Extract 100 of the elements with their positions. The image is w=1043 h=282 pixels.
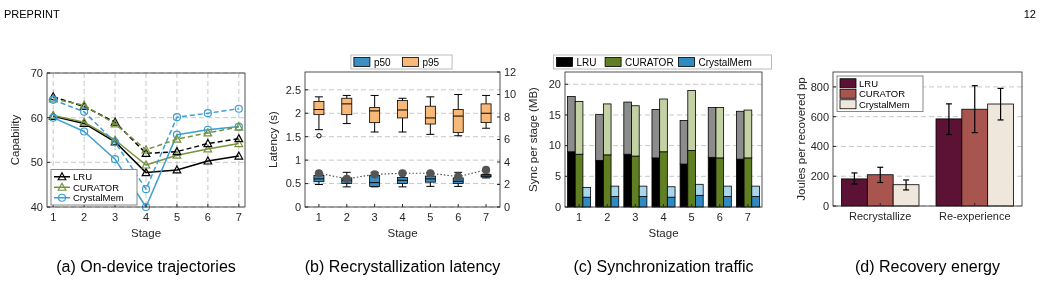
x-tick-label: 1	[315, 211, 322, 223]
x-axis-title: Stage	[387, 227, 418, 239]
y2-tick-label: 10	[504, 88, 517, 101]
y-tick-label: 800	[810, 80, 829, 93]
point	[172, 165, 182, 174]
y-tick-label: 2.5	[285, 83, 301, 96]
point	[426, 169, 435, 178]
x-tick-label: 3	[371, 211, 378, 223]
point	[234, 151, 244, 160]
point	[172, 134, 182, 143]
x-tick-label: 7	[744, 211, 751, 223]
y2-tick-label: 12	[504, 65, 517, 78]
y-axis-title: Sync per stage (MB)	[527, 86, 539, 192]
x-tick-label: 6	[716, 211, 723, 223]
y-tick-label: 70	[30, 66, 43, 79]
point	[141, 202, 151, 212]
legend-label: CrystalMem	[73, 192, 124, 204]
x-tick-label: Recrystallize	[849, 210, 912, 222]
y-axis-title: Joules per recovered pp	[795, 77, 807, 201]
x-tick-label: 6	[204, 211, 211, 223]
legend-label: LRU	[576, 56, 597, 68]
x-tick-label: 2	[604, 211, 611, 223]
point	[314, 169, 324, 178]
point	[234, 104, 243, 113]
point	[398, 169, 407, 178]
y-tick-label: 2	[294, 107, 301, 120]
legend-label: CURATOR	[73, 181, 120, 193]
y-tick-label: 50	[30, 156, 43, 169]
x-tick-label: 1	[576, 211, 583, 223]
point	[234, 134, 244, 143]
point	[141, 168, 151, 177]
legend-label: CURATOR	[859, 88, 906, 100]
legend-label: p50	[373, 56, 392, 68]
text: (c) Synchronization traffic	[573, 258, 754, 275]
point	[172, 130, 182, 139]
y-tick-label: 1.5	[285, 130, 301, 143]
y-tick-label: 0	[554, 200, 561, 213]
legend-label: CURATOR	[625, 56, 674, 68]
y-tick-label: 0	[294, 200, 301, 213]
y-tick-label: 60	[30, 111, 43, 124]
text: 12	[1023, 8, 1036, 20]
x-tick-label: 5	[688, 211, 695, 223]
x-axis-title: Stage	[130, 227, 162, 239]
y-tick-label: 200	[810, 170, 829, 183]
y2-tick-label: 2	[504, 178, 511, 191]
y-tick-label: 5	[554, 170, 561, 183]
y-tick-label: 0.5	[285, 177, 301, 190]
legend-label: LRU	[859, 77, 879, 89]
legend-label: p95	[422, 56, 440, 68]
y-tick-label: 0	[822, 199, 829, 212]
y-tick-label: 20	[548, 78, 561, 91]
point	[454, 172, 463, 181]
x-tick-label: 3	[112, 211, 119, 223]
point	[141, 185, 151, 194]
point	[370, 170, 379, 179]
point	[110, 155, 120, 164]
y-axis-title: Latency (s)	[267, 110, 279, 168]
y-tick-label: 10	[548, 139, 561, 152]
y-tick-label: 600	[810, 110, 829, 123]
point	[80, 107, 89, 116]
point	[203, 156, 213, 165]
text: (a) On-device trajectories	[56, 258, 236, 275]
point	[172, 150, 182, 159]
y2-tick-label: 8	[504, 110, 511, 123]
x-tick-label: 4	[399, 211, 406, 223]
point	[141, 148, 151, 157]
point	[80, 127, 89, 136]
text: PREPRINT	[4, 8, 60, 20]
legend-label: LRU	[73, 171, 93, 183]
point	[203, 138, 213, 148]
legend-label: CrystalMem	[859, 98, 910, 110]
legend-label: CrystalMem	[698, 56, 752, 68]
x-tick-label: 1	[50, 211, 57, 223]
x-tick-label: 7	[483, 211, 490, 223]
point	[203, 109, 212, 118]
point	[141, 160, 151, 169]
x-axis-title: Stage	[648, 227, 679, 239]
y2-tick-label: 4	[504, 155, 511, 168]
y2-tick-label: 0	[504, 200, 511, 213]
point	[172, 113, 182, 122]
x-tick-label: 5	[427, 211, 434, 223]
y-tick-label: 400	[810, 140, 829, 153]
x-tick-label: 2	[343, 211, 350, 223]
x-tick-label: Re-experience	[938, 210, 1011, 222]
point	[203, 144, 213, 153]
x-tick-label: 7	[235, 211, 242, 223]
x-tick-label: 4	[660, 211, 667, 223]
y-tick-label: 40	[30, 200, 43, 213]
point	[234, 138, 244, 148]
x-tick-label: 5	[173, 211, 180, 223]
y-tick-label: 1	[294, 153, 301, 166]
x-tick-label: 6	[455, 211, 462, 223]
y2-tick-label: 6	[504, 133, 511, 146]
text: (b) Recrystallization latency	[304, 258, 501, 275]
x-tick-label: 4	[142, 211, 150, 223]
y-tick-label: 15	[548, 108, 561, 121]
x-tick-label: 3	[632, 211, 639, 223]
text: (d) Recovery energy	[855, 258, 1000, 275]
x-tick-label: 2	[81, 211, 88, 223]
y-axis-title: Capability	[9, 114, 21, 166]
